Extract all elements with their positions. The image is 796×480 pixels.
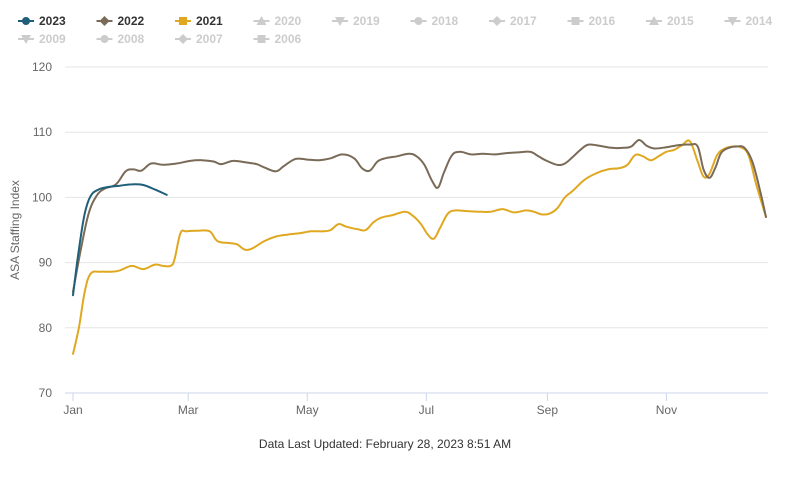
legend-item-2008[interactable]: 2008 [96,32,145,46]
legend-item-2021[interactable]: 2021 [175,14,223,28]
triangle-down-marker-icon [21,35,31,44]
legend-label-2017: 2017 [510,14,537,28]
legend-label-2019: 2019 [353,14,380,28]
circle-marker-icon [22,17,30,25]
x-tick-label: Jan [63,403,82,417]
legend-label-2008: 2008 [118,32,145,46]
legend-label-2018: 2018 [432,14,459,28]
legend-item-2007[interactable]: 2007 [175,32,223,46]
legend: 2023 2022 2021 2020 2019 2018 2017 2016 2015 2014… [18,14,773,46]
data-updated-footer: Data Last Updated: February 28, 2023 8:5… [259,437,511,451]
legend-label-2021: 2021 [196,14,223,28]
triangle-down-marker-icon [335,17,345,26]
legend-label-2006: 2006 [275,32,302,46]
grid [65,66,768,394]
legend-item-2009[interactable]: 2009 [18,32,66,46]
y-tick-label: 120 [32,60,52,74]
legend-label-2020: 2020 [275,14,302,28]
square-marker-icon [571,17,580,25]
series-group [72,139,767,355]
legend-label-2016: 2016 [589,14,616,28]
legend-item-2015[interactable]: 2015 [646,14,694,28]
legend-item-2014[interactable]: 2014 [724,14,773,28]
legend-label-2014: 2014 [746,14,773,28]
axes: 70 80 90 100 110 120 Jan Mar May Jul Sep Nov [32,60,677,417]
circle-marker-icon [414,17,423,25]
series-line-2021[interactable] [72,139,767,355]
y-tick-label: 70 [39,386,53,400]
legend-item-2023[interactable]: 2023 [18,14,66,28]
circle-marker-icon [100,35,109,43]
triangle-down-marker-icon [727,17,738,26]
legend-item-2018[interactable]: 2018 [410,14,459,28]
y-axis-label: ASA Staffing Index [8,180,22,280]
series-line-2022[interactable] [72,139,767,293]
x-tick-label: Nov [656,403,677,417]
legend-item-2022[interactable]: 2022 [96,14,145,28]
y-tick-label: 110 [33,125,52,139]
diamond-marker-icon [99,16,110,26]
square-marker-icon [257,35,266,43]
legend-label-2022: 2022 [118,14,145,28]
legend-item-2017[interactable]: 2017 [489,14,537,28]
legend-label-2007: 2007 [196,32,223,46]
triangle-marker-icon [256,16,267,25]
legend-item-2006[interactable]: 2006 [253,32,302,46]
x-tick-label: May [296,403,319,417]
diamond-marker-icon [178,34,188,44]
x-tick-label: Mar [178,403,199,417]
legend-item-2016[interactable]: 2016 [567,14,616,28]
legend-label-2015: 2015 [667,14,694,28]
square-marker-icon [179,17,187,25]
diamond-marker-icon [492,16,502,26]
series-line-2023[interactable] [72,183,168,297]
triangle-marker-icon [649,16,659,25]
y-tick-label: 100 [32,190,52,204]
legend-item-2020[interactable]: 2020 [253,14,302,28]
legend-label-2009: 2009 [39,32,66,46]
x-tick-label: Jul [419,403,434,417]
x-tick-label: Sep [537,403,559,417]
legend-item-2019[interactable]: 2019 [332,14,380,28]
legend-label-2023: 2023 [39,14,66,28]
y-tick-label: 80 [39,321,53,335]
y-tick-label: 90 [39,256,53,270]
